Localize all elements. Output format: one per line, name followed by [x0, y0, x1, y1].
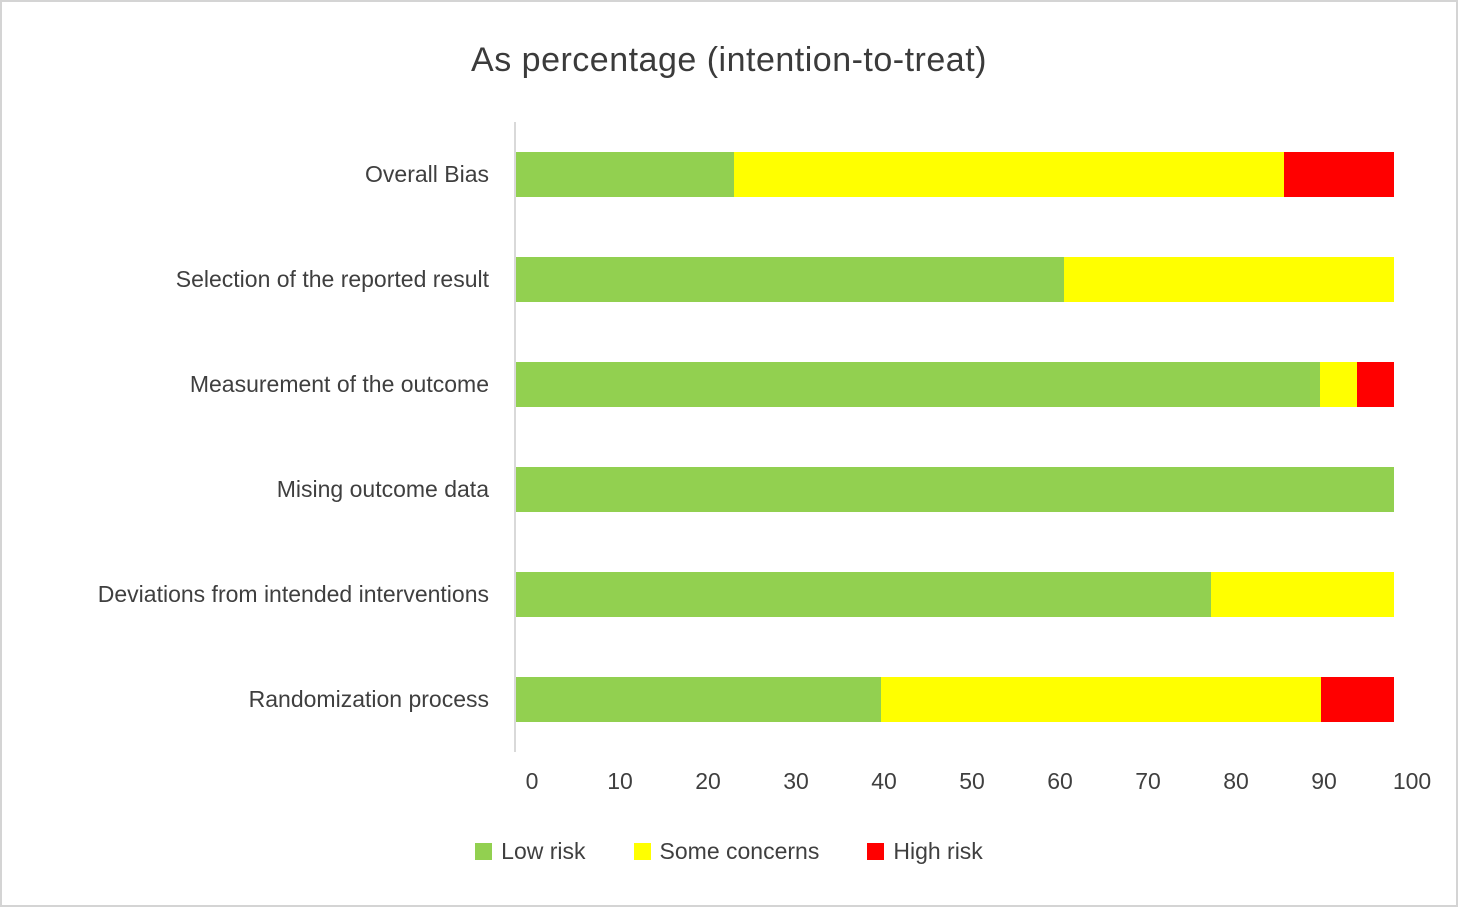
- category-axis-line: [514, 122, 516, 752]
- chart-row: Deviations from intended interventions: [20, 542, 1394, 647]
- x-axis-tick-label: 60: [1047, 768, 1073, 794]
- legend-swatch-icon: [475, 843, 493, 860]
- x-axis-tick-label: 80: [1223, 768, 1249, 794]
- legend-item-low-risk: Low risk: [475, 838, 586, 865]
- bar-rows: Overall Bias Selection of the reported re…: [20, 122, 1394, 752]
- chart-title: As percentage (intention-to-treat): [471, 41, 987, 79]
- x-axis-tick-label: 0: [525, 768, 539, 794]
- category-label: Mising outcome data: [276, 476, 489, 502]
- category-label: Overall Bias: [365, 161, 489, 187]
- category-label: Selection of the reported result: [175, 266, 489, 292]
- bar-segment-some-concerns: [880, 677, 1321, 722]
- bar-segment-low-risk: [514, 362, 1321, 407]
- x-axis-tick-label: 90: [1311, 768, 1337, 794]
- bar-segment-low-risk: [514, 257, 1064, 302]
- legend-label: Low risk: [501, 838, 586, 864]
- bar-track: [514, 677, 1394, 722]
- bar-segment-high-risk: [1357, 362, 1394, 407]
- bar-track: [514, 467, 1394, 512]
- bar-segment-low-risk: [514, 677, 881, 722]
- x-axis-tick-label: 100: [1392, 768, 1432, 794]
- legend-item-some-concerns: Some concerns: [633, 838, 820, 865]
- legend: Low risk Some concerns High risk: [2, 838, 1456, 865]
- category-label: Randomization process: [248, 686, 489, 712]
- category-label: Measurement of the outcome: [189, 371, 489, 397]
- bar-track: [514, 257, 1394, 302]
- x-axis: 0 10 20 30 40 50 60 70 80 90 100: [526, 768, 1432, 796]
- category-label: Deviations from intended interventions: [97, 581, 489, 607]
- bar-track: [514, 362, 1394, 407]
- x-axis-tick-label: 20: [695, 768, 721, 794]
- legend-label: High risk: [893, 838, 983, 864]
- plot-area: Overall Bias Selection of the reported re…: [20, 122, 1431, 796]
- bar-segment-some-concerns: [1210, 572, 1394, 617]
- bar-segment-low-risk: [514, 572, 1211, 617]
- bar-segment-some-concerns: [1064, 257, 1394, 302]
- chart-row: Randomization process: [20, 647, 1394, 752]
- legend-swatch-icon: [867, 843, 885, 860]
- chart-row: Overall Bias: [20, 122, 1394, 227]
- bar-segment-high-risk: [1320, 677, 1394, 722]
- legend-label: Some concerns: [659, 838, 820, 864]
- legend-item-high-risk: High risk: [867, 838, 983, 865]
- bar-segment-low-risk: [514, 467, 1394, 512]
- chart-row: Mising outcome data: [20, 437, 1394, 542]
- x-axis-tick-label: 10: [607, 768, 633, 794]
- bar-segment-some-concerns: [734, 152, 1284, 197]
- chart-row: Measurement of the outcome: [20, 332, 1394, 437]
- x-axis-tick-label: 30: [783, 768, 809, 794]
- chart-row: Selection of the reported result: [20, 227, 1394, 332]
- bar-segment-some-concerns: [1320, 362, 1358, 407]
- x-axis-tick-label: 50: [959, 768, 985, 794]
- legend-swatch-icon: [633, 843, 651, 860]
- bar-track: [514, 152, 1394, 197]
- bar-track: [514, 572, 1394, 617]
- bar-segment-high-risk: [1284, 152, 1394, 197]
- x-axis-tick-label: 70: [1135, 768, 1161, 794]
- bar-segment-low-risk: [514, 152, 734, 197]
- x-axis-tick-label: 40: [871, 768, 897, 794]
